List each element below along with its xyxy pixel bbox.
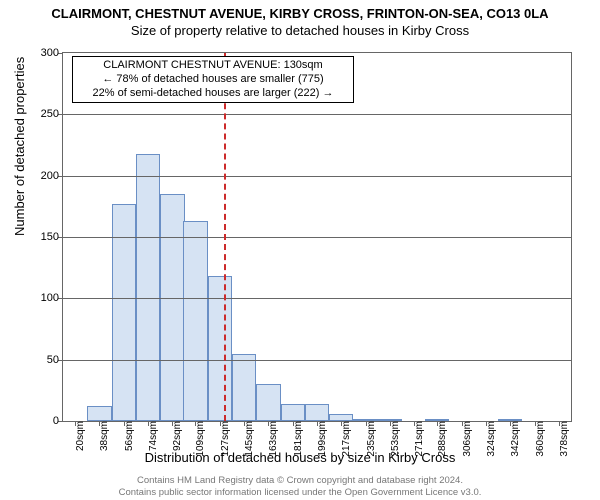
page-title: CLAIRMONT, CHESTNUT AVENUE, KIRBY CROSS,… xyxy=(0,0,600,21)
bar xyxy=(87,406,111,421)
grid-line xyxy=(63,298,571,299)
bar xyxy=(256,384,280,421)
x-tick-label: 74sqm xyxy=(148,421,159,451)
grid-line xyxy=(63,114,571,115)
x-axis-label: Distribution of detached houses by size … xyxy=(0,450,600,465)
grid-line xyxy=(63,237,571,238)
marker-line xyxy=(224,53,226,421)
annotation-line-2: ← 78% of detached houses are smaller (77… xyxy=(77,73,349,87)
grid-line xyxy=(63,176,571,177)
annotation-line-1: CLAIRMONT CHESTNUT AVENUE: 130sqm xyxy=(77,59,349,73)
x-tick-label: 38sqm xyxy=(99,421,110,451)
x-tick-label: 92sqm xyxy=(172,421,183,451)
footer: Contains HM Land Registry data © Crown c… xyxy=(0,475,600,498)
y-tick-label: 150 xyxy=(29,231,59,243)
x-tick-label: 20sqm xyxy=(75,421,86,451)
bar xyxy=(281,404,305,421)
y-tick-label: 0 xyxy=(29,415,59,427)
page-subtitle: Size of property relative to detached ho… xyxy=(0,23,600,38)
footer-line-2: Contains public sector information licen… xyxy=(0,487,600,498)
x-tick-label: 56sqm xyxy=(124,421,135,451)
y-tick-label: 200 xyxy=(29,170,59,182)
bar xyxy=(305,404,329,421)
bar xyxy=(136,154,160,421)
bar xyxy=(232,354,256,421)
annotation-box: CLAIRMONT CHESTNUT AVENUE: 130sqm ← 78% … xyxy=(72,56,354,103)
bar xyxy=(183,221,207,421)
annotation-line-3: 22% of semi-detached houses are larger (… xyxy=(77,87,349,101)
page: CLAIRMONT, CHESTNUT AVENUE, KIRBY CROSS,… xyxy=(0,0,600,500)
bar xyxy=(160,194,184,421)
y-tick-label: 50 xyxy=(29,354,59,366)
y-axis-label: Number of detached properties xyxy=(12,57,27,236)
footer-line-1: Contains HM Land Registry data © Crown c… xyxy=(0,475,600,486)
y-tick-label: 300 xyxy=(29,47,59,59)
chart-area: 050100150200250300 20sqm38sqm56sqm74sqm9… xyxy=(62,52,572,422)
grid-line xyxy=(63,360,571,361)
bar xyxy=(329,414,353,421)
y-tick-label: 250 xyxy=(29,108,59,120)
y-tick-label: 100 xyxy=(29,292,59,304)
